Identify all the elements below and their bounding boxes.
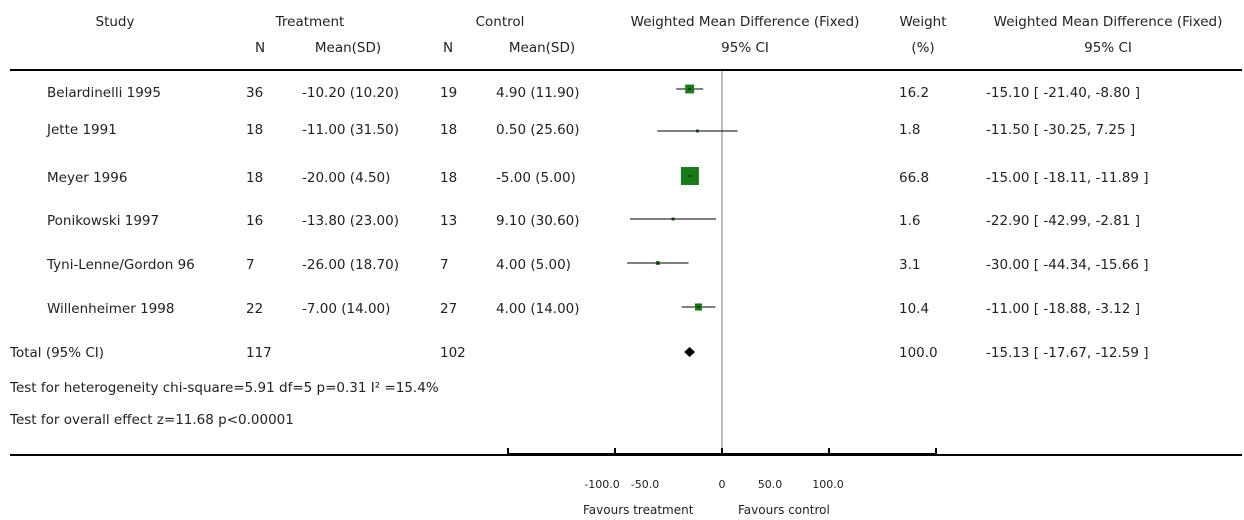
treatment-mean: -11.00 (31.50) <box>302 122 399 138</box>
header-control: Control <box>475 14 525 30</box>
ci-value: -30.00 [ -44.34, -15.66 ] <box>986 257 1149 273</box>
control-mean: -5.00 (5.00) <box>496 170 576 186</box>
tick-label: 100.0 <box>812 478 844 491</box>
header-treatment-mean: Mean(SD) <box>314 40 382 56</box>
heterogeneity-test: Test for heterogeneity chi-square=5.91 d… <box>10 380 439 396</box>
control-n: 7 <box>440 257 449 273</box>
control-n: 18 <box>440 122 458 138</box>
weight-value: 1.6 <box>899 213 921 229</box>
header-wmd-ci: 95% CI <box>721 40 769 56</box>
header-control-n: N <box>442 40 454 56</box>
weight-value: 3.1 <box>899 257 921 273</box>
total-ci: -15.13 [ -17.67, -12.59 ] <box>986 345 1149 361</box>
header-wmd: Weighted Mean Difference (Fixed) <box>630 14 860 30</box>
treatment-mean: -10.20 (10.20) <box>302 85 399 101</box>
study-name: Tyni-Lenne/Gordon 96 <box>47 257 195 273</box>
treatment-mean: -26.00 (18.70) <box>302 257 399 273</box>
treatment-n: 18 <box>246 170 264 186</box>
control-mean: 4.00 (14.00) <box>496 301 580 317</box>
total-treatment-n: 117 <box>246 345 272 361</box>
study-name: Meyer 1996 <box>47 170 128 186</box>
ci-value: -15.10 [ -21.40, -8.80 ] <box>986 85 1140 101</box>
control-mean: 4.90 (11.90) <box>496 85 580 101</box>
study-name: Jette 1991 <box>47 122 117 138</box>
total-weight: 100.0 <box>899 345 938 361</box>
control-mean: 9.10 (30.60) <box>496 213 580 229</box>
total-control-n: 102 <box>440 345 466 361</box>
tick-label: -50.0 <box>630 478 660 491</box>
header-control-mean: Mean(SD) <box>508 40 576 56</box>
treatment-n: 22 <box>246 301 264 317</box>
tick-label: 0 <box>718 478 726 491</box>
tick-label: 50.0 <box>757 478 783 491</box>
treatment-mean: -13.80 (23.00) <box>302 213 399 229</box>
total-label: Total (95% CI) <box>10 345 105 361</box>
study-name: Willenheimer 1998 <box>47 301 175 317</box>
ci-value: -22.90 [ -42.99, -2.81 ] <box>986 213 1140 229</box>
total-diamond <box>684 347 696 357</box>
ci-value: -15.00 [ -18.11, -11.89 ] <box>986 170 1149 186</box>
treatment-mean: -7.00 (14.00) <box>302 301 391 317</box>
header-wmd-right-ci: 95% CI <box>1084 40 1132 56</box>
header-study: Study <box>95 14 135 30</box>
study-name: Ponikowski 1997 <box>47 213 160 229</box>
treatment-mean: -20.00 (4.50) <box>302 170 391 186</box>
control-n: 18 <box>440 170 458 186</box>
header-wmd-right: Weighted Mean Difference (Fixed) <box>993 14 1223 30</box>
header-weight-unit: (%) <box>911 40 935 56</box>
weight-value: 1.8 <box>899 122 921 138</box>
treatment-n: 18 <box>246 122 264 138</box>
weight-value: 16.2 <box>899 85 930 101</box>
control-n: 19 <box>440 85 458 101</box>
treatment-n: 7 <box>246 257 255 273</box>
header-treatment-n: N <box>254 40 266 56</box>
favours-control-label: Favours control <box>738 503 830 517</box>
ci-value: -11.50 [ -30.25, 7.25 ] <box>986 122 1136 138</box>
tick-label: -100.0 <box>584 478 620 491</box>
favours-treatment-label: Favours treatment <box>583 503 694 517</box>
control-mean: 4.00 (5.00) <box>496 257 571 273</box>
study-name: Belardinelli 1995 <box>47 85 161 101</box>
control-n: 27 <box>440 301 458 317</box>
weight-value: 10.4 <box>899 301 930 317</box>
treatment-n: 16 <box>246 213 264 229</box>
control-n: 13 <box>440 213 458 229</box>
treatment-n: 36 <box>246 85 264 101</box>
overall-effect-test: Test for overall effect z=11.68 p<0.0000… <box>10 412 294 428</box>
header-treatment: Treatment <box>275 14 345 30</box>
control-mean: 0.50 (25.60) <box>496 122 580 138</box>
ci-value: -11.00 [ -18.88, -3.12 ] <box>986 301 1140 317</box>
header-weight: Weight <box>899 14 947 30</box>
weight-value: 66.8 <box>899 170 930 186</box>
header-rule <box>10 69 1242 71</box>
